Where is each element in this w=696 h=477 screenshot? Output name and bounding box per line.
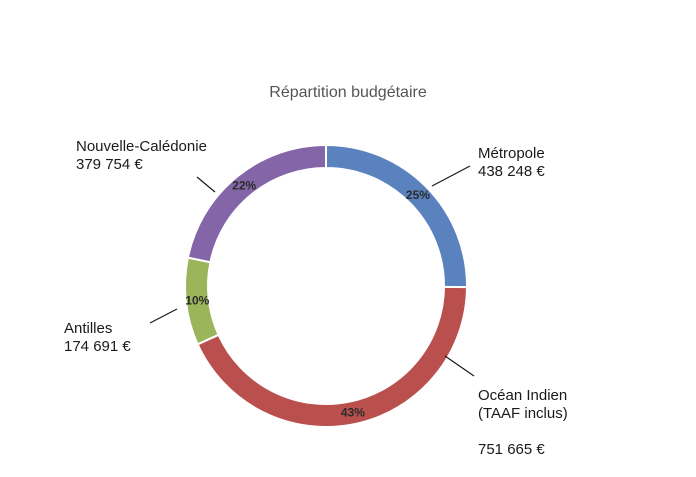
slice-label-antilles: Antilles 174 691 € [64, 320, 131, 356]
slice-label-nouvelle-caledonie: Nouvelle-Calédonie 379 754 € [76, 138, 207, 174]
slice-value: 174 691 € [64, 338, 131, 355]
donut-slice-metropole [325, 143, 468, 289]
slice-label-metropole: Métropole 438 248 € [478, 145, 545, 181]
percent-label-antilles: 10% [185, 293, 209, 307]
leader-line-metropole [431, 165, 471, 187]
percent-label-metropole: 25% [406, 188, 430, 202]
percent-label-ocean-indien: 43% [341, 406, 365, 420]
leader-line-nouvelle-caledonie [196, 176, 216, 193]
slice-name: Antilles [64, 320, 113, 337]
slice-value: 379 754 € [76, 156, 143, 173]
chart-title: Répartition budgétaire [269, 84, 427, 101]
slice-label-ocean-indien: Océan Indien (TAAF inclus) 751 665 € [478, 369, 568, 477]
slice-name: Métropole [478, 145, 545, 162]
donut-slice-ocean-indien [196, 285, 469, 428]
leader-line-antilles [149, 308, 178, 324]
percent-label-nouvelle-caledonie: 22% [232, 179, 256, 193]
slice-value: 438 248 € [478, 163, 545, 180]
leader-line-ocean-indien [444, 355, 475, 377]
donut-slice-nouvelle-caledonie [186, 143, 327, 264]
slice-value: 751 665 € [478, 441, 545, 458]
slice-name: Nouvelle-Calédonie [76, 138, 207, 155]
slice-name: Océan Indien (TAAF inclus) [478, 387, 568, 422]
